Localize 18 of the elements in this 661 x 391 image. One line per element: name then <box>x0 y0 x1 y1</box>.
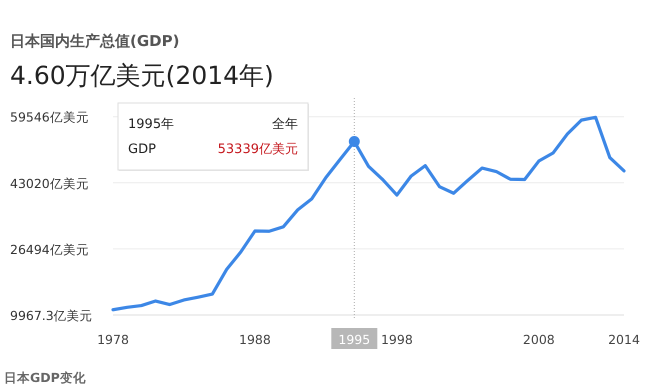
y-tick-label: 9967.3亿美元 <box>10 308 93 323</box>
y-tick-label: 43020亿美元 <box>10 176 89 191</box>
x-tick-label: 1995 <box>338 332 370 347</box>
chart-subtitle: 4.60万亿美元(2014年) <box>10 61 274 90</box>
x-tick-label: 1978 <box>97 332 129 347</box>
x-tick-label: 1988 <box>239 332 271 347</box>
line-series <box>111 116 626 312</box>
x-tick-label: 2008 <box>522 332 555 347</box>
annotation: GDP <box>128 142 156 157</box>
y-tick-label: 26494亿美元 <box>10 242 89 257</box>
y-tick-label: 59546亿美元 <box>10 110 89 125</box>
x-tick-label: 1998 <box>380 332 413 347</box>
text: 日本GDP变化 <box>4 370 87 385</box>
chart-title: 日本国内生产总值(GDP) <box>10 32 180 50</box>
annotation: 全年 <box>272 117 298 132</box>
annotation: 53339亿美元 <box>218 141 298 157</box>
annotation: 1995年 <box>128 117 174 132</box>
x-tick-label: 2014 <box>608 332 640 347</box>
